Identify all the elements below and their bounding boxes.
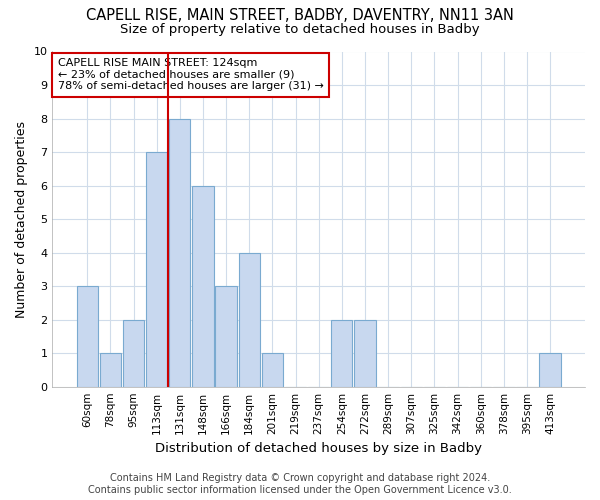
Bar [100,353,121,386]
X-axis label: Distribution of detached houses by size in Badby: Distribution of detached houses by size … [155,442,482,455]
Bar [193,186,214,386]
Bar [215,286,237,386]
Text: Size of property relative to detached houses in Badby: Size of property relative to detached ho… [120,22,480,36]
Bar [169,118,190,386]
Bar [146,152,167,386]
Bar [262,353,283,386]
Bar [77,286,98,386]
Bar [539,353,561,386]
Bar [331,320,352,386]
Text: CAPELL RISE, MAIN STREET, BADBY, DAVENTRY, NN11 3AN: CAPELL RISE, MAIN STREET, BADBY, DAVENTR… [86,8,514,22]
Bar [123,320,144,386]
Text: Contains HM Land Registry data © Crown copyright and database right 2024.
Contai: Contains HM Land Registry data © Crown c… [88,474,512,495]
Bar [239,252,260,386]
Y-axis label: Number of detached properties: Number of detached properties [15,120,28,318]
Bar [355,320,376,386]
Text: CAPELL RISE MAIN STREET: 124sqm
← 23% of detached houses are smaller (9)
78% of : CAPELL RISE MAIN STREET: 124sqm ← 23% of… [58,58,323,92]
